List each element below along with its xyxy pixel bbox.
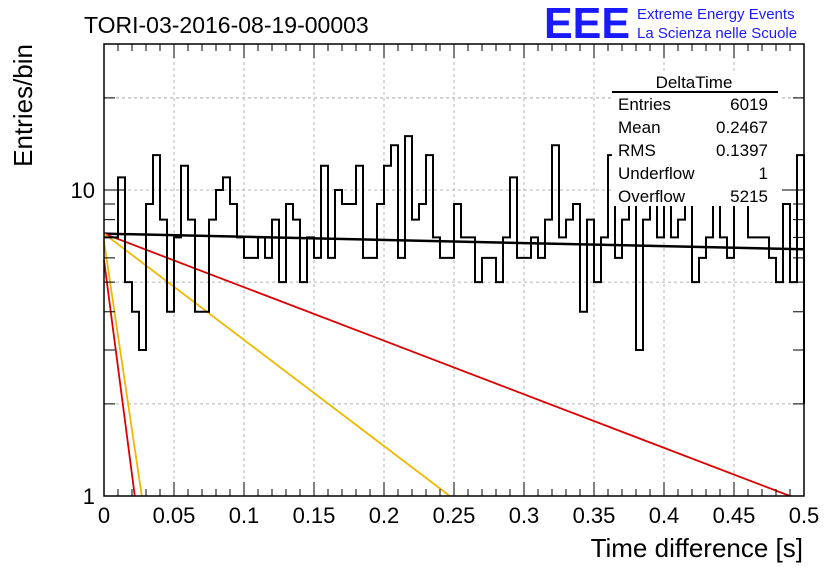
stats-label-underflow: Underflow [618,164,695,183]
fit-line-5 [103,260,136,497]
x-tick-label: 0.15 [293,503,336,528]
stats-value-overflow: 5215 [730,187,768,206]
x-tick-label: 0.2 [369,503,400,528]
stats-value-mean: 0.2467 [716,118,768,137]
chart-title: TORI-03-2016-08-19-00003 [84,12,369,38]
y-tick-label: 1 [83,484,95,509]
fit-line-3 [103,232,451,497]
fit-line-2 [103,232,791,497]
y-tick-label: 10 [71,178,95,203]
stats-label-mean: Mean [618,118,661,137]
x-tick-label: 0.45 [713,503,756,528]
fit-line-4 [103,241,143,497]
logo-line-1: Extreme Energy Events [637,6,795,23]
stats-value-rms: 0.1397 [716,141,768,160]
stats-value-entries: 6019 [730,95,768,114]
x-axis-label: Time difference [s] [591,533,803,563]
y-axis-label: Entries/bin [8,44,38,167]
eee-logo: EEE Extreme Energy Events La Scienza nel… [544,0,797,48]
stats-label-entries: Entries [618,95,671,114]
x-tick-label: 0 [98,503,110,528]
x-tick-label: 0.05 [153,503,196,528]
x-tick-label: 0.4 [649,503,680,528]
stats-box-background [612,71,780,206]
stats-box-title: DeltaTime [656,73,733,92]
x-tick-label: 0.25 [433,503,476,528]
plot-frame [103,43,805,497]
logo-mark: EEE [544,0,630,48]
stats-value-underflow: 1 [759,164,768,183]
x-tick-label: 0.1 [229,503,260,528]
x-tick-label: 0.3 [509,503,540,528]
axes: 0 0.05 0.1 0.15 0.2 0.25 0.3 0.35 0.4 0.45 0.5 1 10 [71,43,820,528]
x-tick-label: 0.5 [789,503,820,528]
stats-label-rms: RMS [618,141,656,160]
logo-line-2: La Scienza nelle Scuole [637,25,797,42]
x-tick-label: 0.35 [573,503,616,528]
stats-box: DeltaTime Entries 6019 Mean 0.2467 RMS 0… [612,71,780,206]
stats-label-overflow: Overflow [618,187,686,206]
